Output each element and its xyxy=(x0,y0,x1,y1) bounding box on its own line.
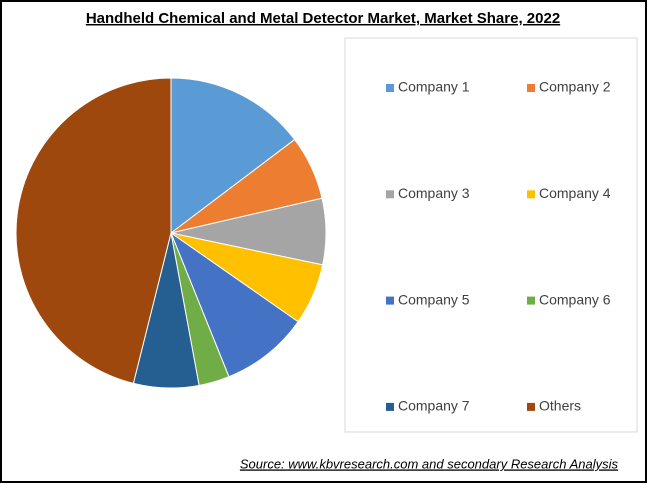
legend-swatch xyxy=(527,402,535,411)
legend-swatch xyxy=(527,190,535,199)
legend-label: Company 4 xyxy=(539,185,611,201)
legend-label: Company 5 xyxy=(398,291,470,307)
legend-swatch xyxy=(527,84,535,92)
pie-slice xyxy=(170,77,296,235)
pie-slice xyxy=(15,77,172,384)
legend-swatch xyxy=(386,190,394,199)
legend-box xyxy=(344,37,638,433)
chart-title: Handheld Chemical and Metal Detector Mar… xyxy=(86,10,560,27)
legend-swatch xyxy=(386,84,394,92)
legend-label: Company 1 xyxy=(398,79,470,95)
legend-label: Company 6 xyxy=(539,291,611,307)
legend-swatch xyxy=(386,402,394,411)
pie-slice xyxy=(169,231,299,378)
legend-label: Company 7 xyxy=(398,398,470,414)
legend-label: Company 2 xyxy=(539,79,611,95)
legend-swatch xyxy=(386,296,394,305)
legend-label: Others xyxy=(539,398,581,414)
legend-label: Company 3 xyxy=(398,185,470,201)
source-note: Source: www.kbvresearch.com and secondar… xyxy=(240,456,619,471)
legend-swatch xyxy=(527,296,535,305)
